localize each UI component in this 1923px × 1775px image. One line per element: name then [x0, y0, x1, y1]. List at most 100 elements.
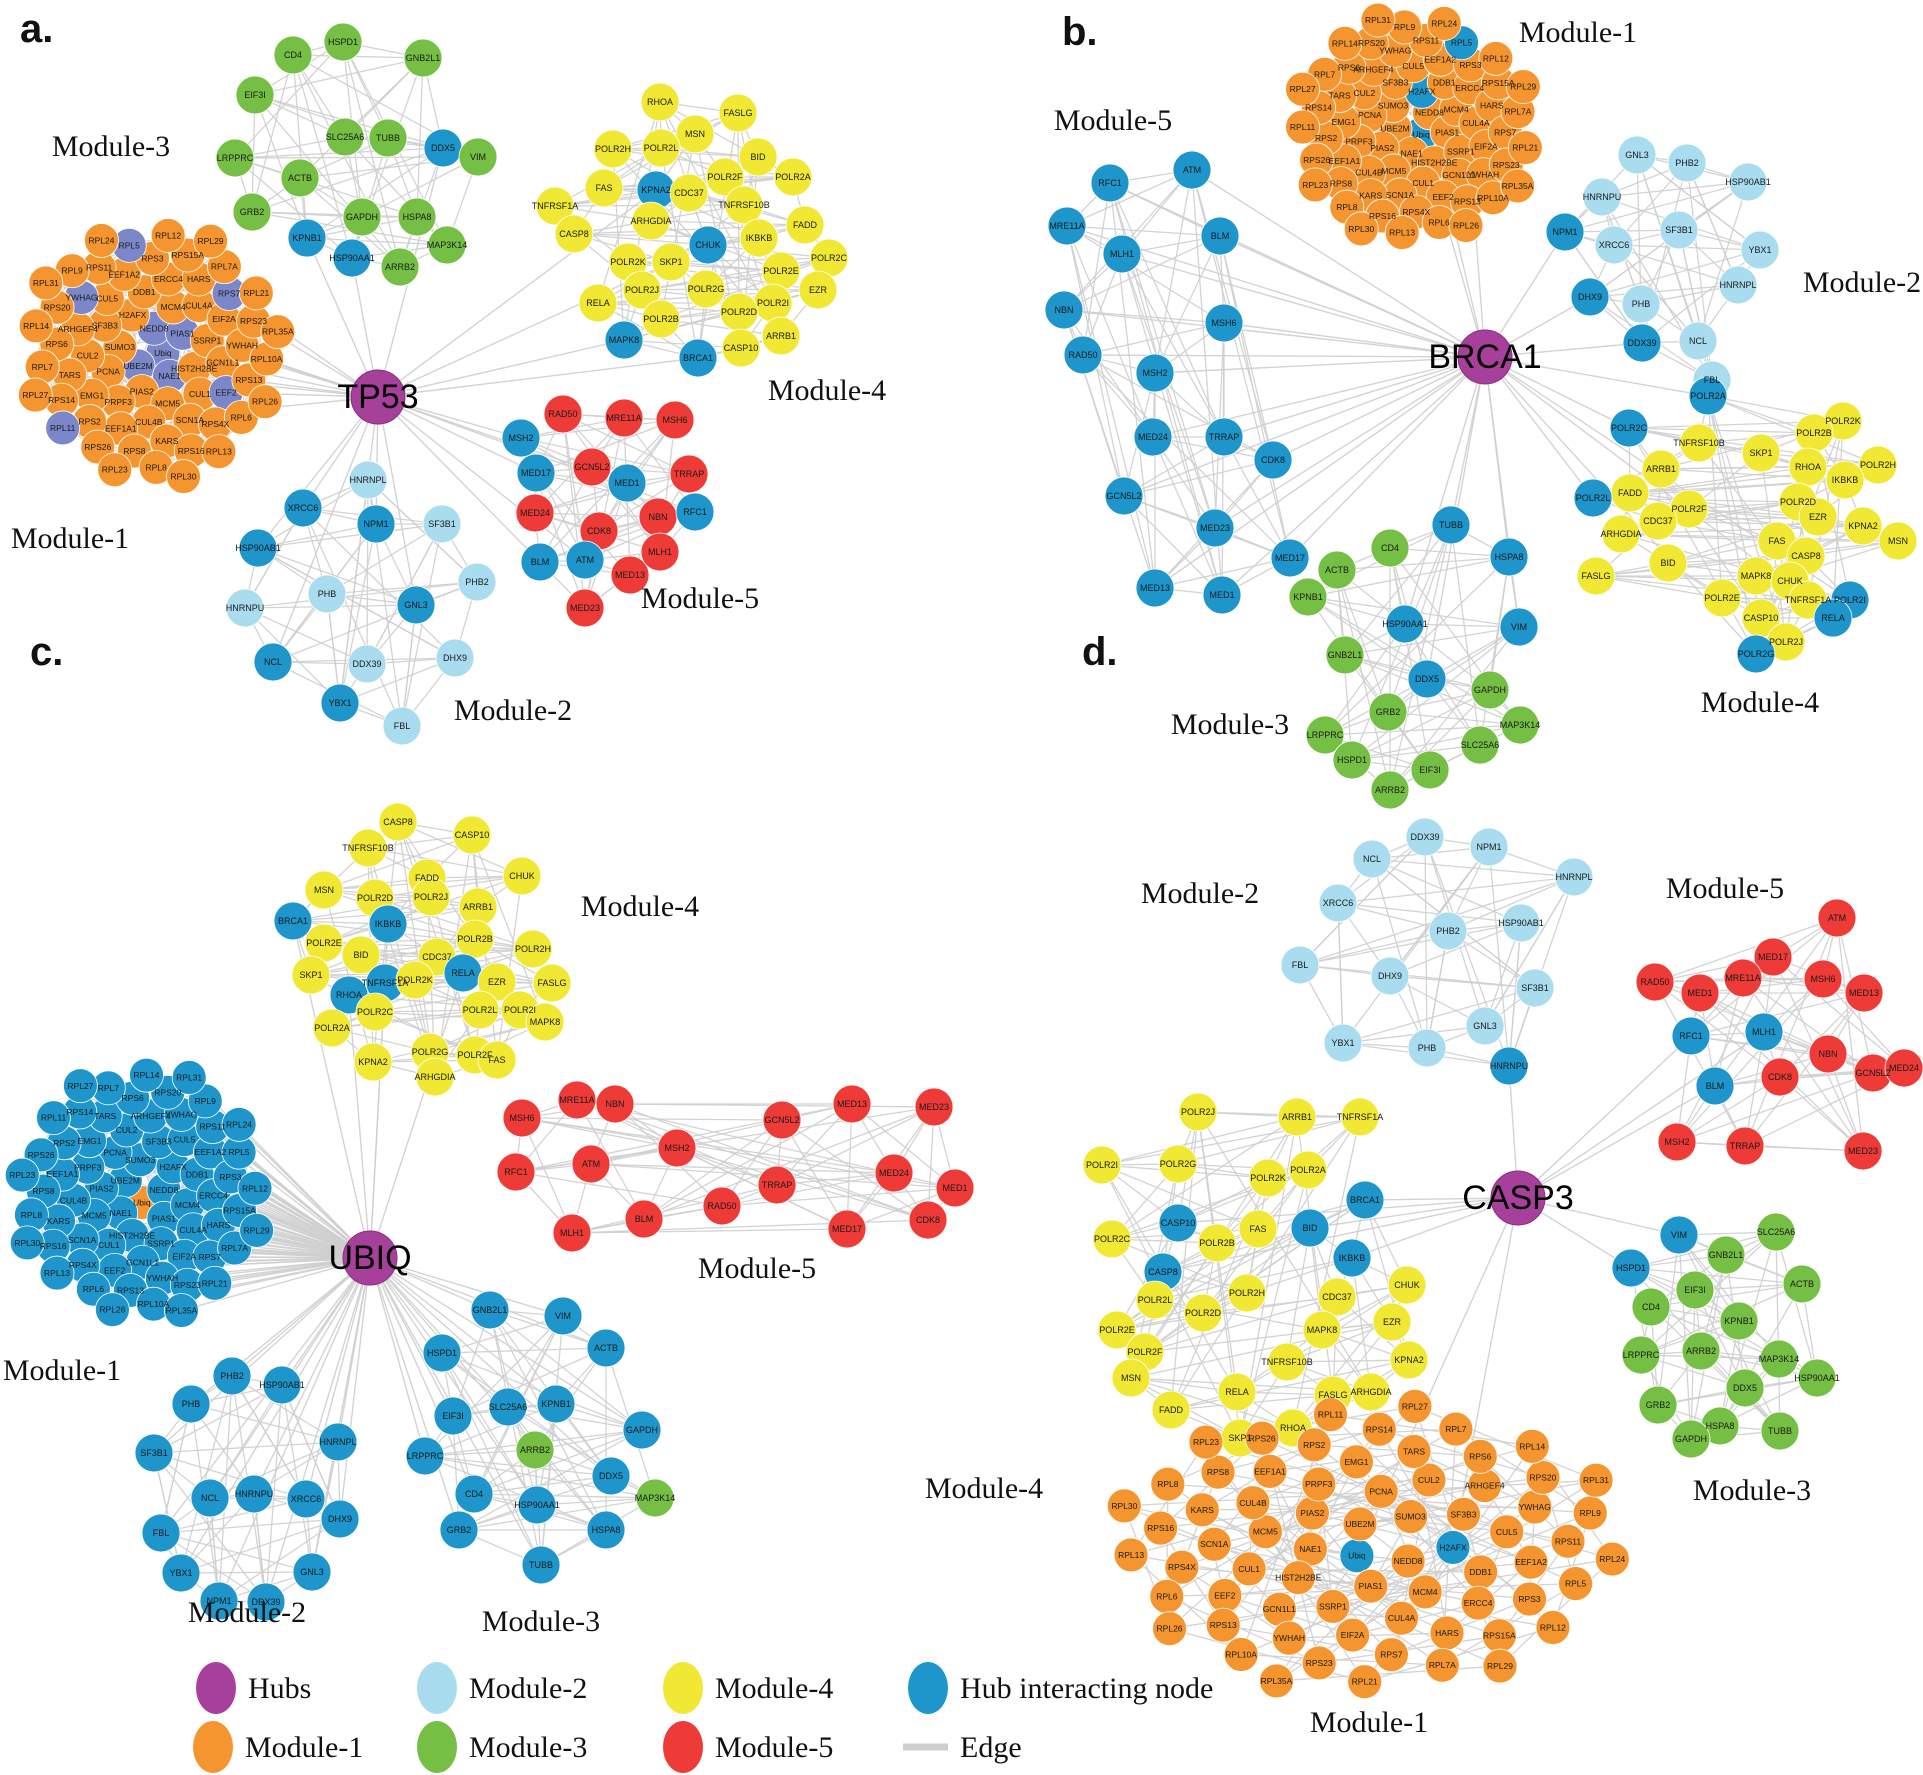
- node-MED23: [1843, 1131, 1883, 1171]
- node-label-DDB1: DDB1: [186, 1169, 209, 1179]
- node-label-HNRNPL: HNRNPL: [1555, 872, 1592, 882]
- node-label-BLM: BLM: [635, 1214, 654, 1224]
- edge: [721, 1172, 895, 1207]
- node-RPL29: [239, 1212, 275, 1248]
- edge: [1154, 235, 1221, 374]
- node-label-KPNB1: KPNB1: [1724, 1316, 1754, 1326]
- node-label-EEF1A1: EEF1A1: [105, 424, 137, 434]
- node-KPNB1: [287, 218, 327, 258]
- node-POLR2H: [593, 129, 633, 169]
- node-label-RPL23: RPL23: [102, 465, 128, 475]
- node-label-YBX1: YBX1: [1748, 245, 1771, 255]
- node-label-PIAS2: PIAS2: [1300, 1508, 1324, 1518]
- node-EZR: [1372, 1302, 1412, 1342]
- node-label-RPS3: RPS3: [219, 1172, 241, 1182]
- node-ACTB: [1782, 1264, 1822, 1304]
- node-label-ATM: ATM: [576, 555, 594, 565]
- node-label-DDX39: DDX39: [352, 659, 381, 669]
- edge: [1654, 981, 1746, 1147]
- node-label-CASP8: CASP8: [559, 229, 589, 239]
- edge: [623, 339, 742, 349]
- node-SF3B1: [1659, 210, 1699, 250]
- node-label-MED17: MED17: [521, 468, 551, 478]
- node-POLR2J: [622, 270, 662, 310]
- node-label-XRCC6: XRCC6: [291, 1494, 322, 1504]
- node-CASP10: [1158, 1203, 1198, 1243]
- edge: [1272, 356, 1486, 461]
- node-label-RPL29: RPL29: [1487, 1661, 1513, 1671]
- node-label-TRRAP: TRRAP: [674, 469, 705, 479]
- edge: [1336, 569, 1389, 713]
- edge: [1601, 181, 1749, 198]
- node-label-RPS15A: RPS15A: [1482, 78, 1515, 88]
- node-label-GNL3: GNL3: [404, 600, 428, 610]
- node-label-SKP1: SKP1: [1749, 448, 1772, 458]
- node-label-FASLG: FASLG: [1318, 1390, 1347, 1400]
- node-MED1: [1202, 575, 1242, 615]
- node-label-POLR2F: POLR2F: [457, 1050, 493, 1060]
- edge: [1152, 436, 1223, 596]
- node-label-POLR2C: POLR2C: [811, 253, 848, 263]
- node-CD4: [1370, 528, 1410, 568]
- edge: [1517, 1031, 1765, 1199]
- node-GNB2L1: [470, 1290, 510, 1330]
- node-label-NAE1: NAE1: [1401, 149, 1423, 159]
- edge: [1101, 1116, 1361, 1166]
- edge: [1289, 356, 1486, 559]
- node-BID: [1648, 543, 1688, 583]
- node-TNFRSF1A: [1340, 1097, 1380, 1137]
- edge: [1223, 356, 1486, 438]
- node-TRRAP: [669, 454, 709, 494]
- node-label-YWHAH: YWHAH: [1468, 170, 1500, 180]
- edge: [1371, 858, 1522, 924]
- edge: [1484, 356, 1709, 397]
- edge: [153, 1452, 182, 1574]
- node-RPL26: [1448, 208, 1484, 243]
- node-MSH2: [1135, 353, 1175, 393]
- node-LRPPRC: [405, 1436, 445, 1476]
- node-label-RPS11: RPS11: [1413, 35, 1440, 45]
- edge: [272, 581, 478, 663]
- node-POLR2B: [1197, 1223, 1237, 1263]
- node-label-LRPPRC: LRPPRC: [407, 1451, 444, 1461]
- node-label-BID: BID: [750, 152, 766, 162]
- edge: [374, 897, 534, 950]
- node-label-PIAS1: PIAS1: [152, 1213, 176, 1223]
- edge: [1197, 1111, 1372, 1393]
- node-RPL26: [1152, 1611, 1187, 1647]
- node-label-GNB2L1: GNB2L1: [473, 1305, 508, 1315]
- node-label-PHB: PHB: [318, 589, 337, 599]
- node-POLR2A: [312, 1008, 352, 1048]
- node-label-HSP90AA1: HSP90AA1: [1794, 1373, 1840, 1383]
- edge: [1121, 253, 1486, 358]
- node-MED23: [565, 588, 605, 628]
- node-label-TNFRSF1A: TNFRSF1A: [1337, 1112, 1384, 1122]
- node-label-MSH2: MSH2: [508, 433, 533, 443]
- edge: [614, 1103, 929, 1221]
- node-label-FAS: FAS: [1249, 1224, 1266, 1234]
- node-label-POLR2D: POLR2D: [1780, 497, 1817, 507]
- edge: [257, 547, 456, 659]
- edge: [377, 339, 625, 398]
- node-label-DDX5: DDX5: [431, 143, 455, 153]
- node-PHB: [1407, 1028, 1447, 1068]
- node-POLR2H: [1227, 1273, 1267, 1313]
- node-label-FBL: FBL: [1704, 375, 1721, 385]
- edge: [643, 1103, 853, 1220]
- node-label-ARRB1: ARRB1: [766, 331, 796, 341]
- node-label-RPS20: RPS20: [1529, 1472, 1556, 1482]
- node-label-CDC37: CDC37: [1643, 516, 1673, 526]
- node-label-HSPA8: HSPA8: [1495, 552, 1524, 562]
- node-label-RPS7: RPS7: [218, 289, 240, 299]
- nodes-layer: [4, 2, 1923, 1700]
- node-label-MAPK8: MAPK8: [1307, 1325, 1338, 1335]
- node-FAS: [477, 1040, 517, 1080]
- node-RPS16: [1143, 1510, 1179, 1546]
- node-POLR2C: [1092, 1219, 1132, 1259]
- node-label-RPL21: RPL21: [243, 288, 269, 298]
- edge: [1657, 1234, 1680, 1406]
- node-HSP90AA1: [517, 1485, 557, 1525]
- node-MED24: [515, 493, 555, 533]
- node-label-CUL4B: CUL4B: [135, 417, 163, 427]
- node-label-FADD: FADD: [793, 220, 818, 230]
